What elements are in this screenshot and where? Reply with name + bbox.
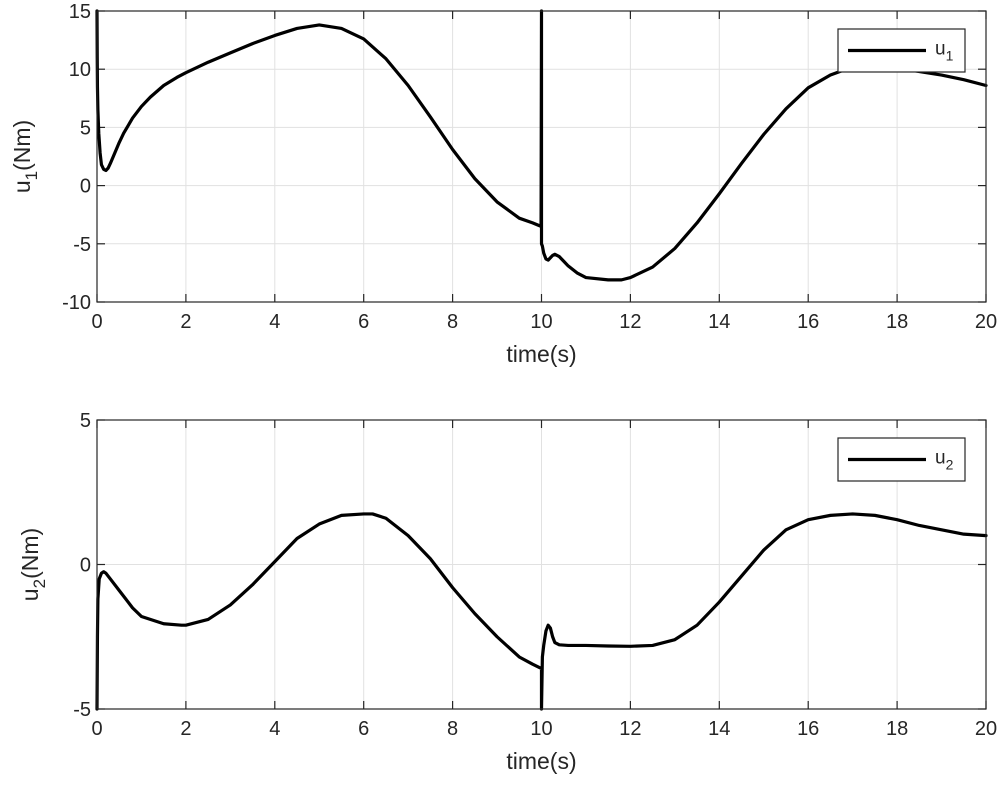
y-tick-label: -10 <box>62 292 91 314</box>
x-tick-label: 4 <box>269 311 280 333</box>
legend-entry-base: u <box>935 39 946 60</box>
legend: u1 <box>837 28 966 73</box>
legend-entry: u1 <box>935 39 954 64</box>
y-tick-label: 0 <box>80 176 91 198</box>
y-axis-label-unit: (Nm) <box>17 528 43 579</box>
x-tick-label: 2 <box>180 311 191 333</box>
x-tick-label: 2 <box>180 718 191 740</box>
x-tick-label: 0 <box>91 718 102 740</box>
y-axis-label-base: u <box>17 588 43 601</box>
y-axis-label-subscript: 2 <box>30 579 49 588</box>
x-tick-label: 8 <box>447 718 458 740</box>
series-line-u1 <box>95 9 988 282</box>
x-tick-label: 10 <box>530 718 552 740</box>
y-axis-label-unit: (Nm) <box>9 120 35 171</box>
x-tick-label: 20 <box>975 311 997 333</box>
x-tick-label: 14 <box>708 718 730 740</box>
x-tick-label: 18 <box>886 311 908 333</box>
x-tick-label: 14 <box>708 311 730 333</box>
x-tick-label: 20 <box>975 718 997 740</box>
legend-entry-base: u <box>935 448 946 469</box>
series-line-u2 <box>95 512 988 711</box>
axes-frame <box>96 10 987 303</box>
legend-entry-subscript: 1 <box>946 48 954 64</box>
y-tick-label: 10 <box>69 59 91 81</box>
x-tick-label: 10 <box>530 311 552 333</box>
chart-panel-u1: 0 2 4 6 8 10 12 14 16 18 20-10-5051015time(s)u1(Nm… <box>9 1 997 367</box>
x-tick-label: 18 <box>886 718 908 740</box>
x-tick-label: 16 <box>797 718 819 740</box>
x-tick-label: 4 <box>269 718 280 740</box>
x-tick-label: 6 <box>358 311 369 333</box>
x-axis-label: time(s) <box>506 341 576 367</box>
y-tick-label: 15 <box>69 1 91 23</box>
x-tick-label: 0 <box>91 311 102 333</box>
legend: u2 <box>837 437 966 482</box>
legend-entry-subscript: 2 <box>946 457 954 473</box>
y-axis-label-base: u <box>9 180 35 193</box>
axes-frame <box>96 419 987 710</box>
legend-entry: u2 <box>935 448 954 473</box>
y-axis-label: u2(Nm) <box>17 528 49 601</box>
y-tick-label: 5 <box>80 117 91 139</box>
y-tick-label: 0 <box>80 555 91 577</box>
x-tick-label: 6 <box>358 718 369 740</box>
y-axis-label-subscript: 1 <box>22 171 41 180</box>
x-tick-label: 12 <box>619 311 641 333</box>
x-axis-label: time(s) <box>506 748 576 774</box>
y-axis-label: u1(Nm) <box>9 120 41 193</box>
y-tick-label: 5 <box>80 410 91 432</box>
y-tick-label: -5 <box>73 234 91 256</box>
x-tick-label: 8 <box>447 311 458 333</box>
y-tick-label: -5 <box>73 699 91 721</box>
x-tick-label: 16 <box>797 311 819 333</box>
x-tick-label: 12 <box>619 718 641 740</box>
